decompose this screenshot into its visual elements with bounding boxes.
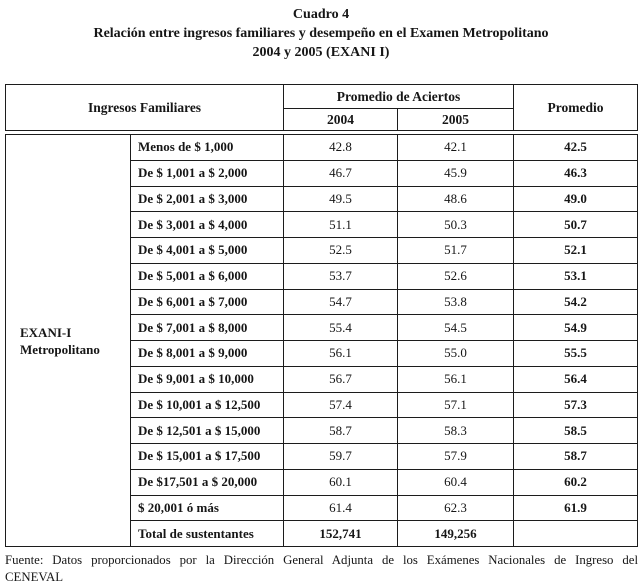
title-line-3: 2004 y 2005 (EXANI I) [252, 45, 390, 60]
cell-2005: 53.8 [397, 288, 514, 316]
table-row: De $ 4,001 a $ 5,000 52.5 51.7 52.1 [6, 237, 638, 264]
table-body: EXANI-I Metropolitano Menos de $ 1,000 4… [5, 134, 638, 547]
cell-2005: 60.4 [397, 468, 514, 496]
cell-promedio: 50.7 [513, 211, 638, 238]
cell-2004: 53.7 [283, 262, 398, 290]
row-label: De $ 6,001 a $ 7,000 [130, 288, 284, 316]
row-label: Total de sustentantes [130, 520, 284, 547]
table-row: De $17,501 a $ 20,000 60.1 60.4 60.2 [6, 468, 638, 496]
header-cell-promedio-de-aciertos: Promedio de Aciertos [282, 84, 515, 109]
table-title: Cuadro 4 Relación entre ingresos familia… [0, 5, 642, 62]
cell-2005: 52.6 [397, 262, 514, 290]
cell-2004: 152,741 [283, 520, 398, 547]
row-label: De $ 1,001 a $ 2,000 [130, 159, 284, 187]
cell-2004: 52.5 [283, 237, 398, 264]
cell-2005: 51.7 [397, 237, 514, 264]
source-note-line1: Fuente: Datos proporcionados por la Dire… [5, 553, 638, 567]
cell-promedio: 58.5 [513, 417, 638, 444]
table-row: De $ 1,001 a $ 2,000 46.7 45.9 46.3 [6, 159, 638, 187]
row-label: $ 20,001 ó más [130, 494, 284, 522]
cell-2005: 149,256 [397, 520, 514, 547]
table-row: De $ 8,001 a $ 9,000 56.1 55.0 55.5 [6, 340, 638, 367]
row-label: De $ 10,001 a $ 12,500 [130, 391, 284, 419]
cell-2005: 58.3 [397, 417, 514, 444]
cell-promedio [513, 520, 638, 547]
row-label: De $ 4,001 a $ 5,000 [130, 237, 284, 264]
cell-2004: 56.7 [283, 365, 398, 393]
cell-2004: 55.4 [283, 314, 398, 341]
cell-2005: 42.1 [397, 134, 514, 161]
header-cell-ingresos-familiares: Ingresos Familiares [5, 84, 284, 131]
cell-2004: 42.8 [283, 134, 398, 161]
row-label: De $ 8,001 a $ 9,000 [130, 340, 284, 367]
cell-2005: 55.0 [397, 340, 514, 367]
row-label: De $ 3,001 a $ 4,000 [130, 211, 284, 238]
cell-promedio: 54.2 [513, 288, 638, 316]
header-cell-2004: 2004 [283, 108, 398, 131]
header-row-2: 2004 2005 [6, 108, 638, 131]
cell-2004: 58.7 [283, 417, 398, 444]
cell-2004: 59.7 [283, 443, 398, 470]
row-label: De $ 2,001 a $ 3,000 [130, 185, 284, 213]
group-label-line2: Metropolitano [20, 341, 100, 357]
cell-2004: 60.1 [283, 468, 398, 496]
title-line-2: Relación entre ingresos familiares y des… [93, 26, 549, 41]
cell-2004: 61.4 [283, 494, 398, 522]
header-cell-promedio: Promedio [513, 84, 639, 131]
cell-2004: 46.7 [283, 159, 398, 187]
cell-promedio: 58.7 [513, 443, 638, 470]
cell-2004: 56.1 [283, 340, 398, 367]
cell-promedio: 54.9 [513, 314, 638, 341]
cell-2005: 62.3 [397, 494, 514, 522]
row-label: Menos de $ 1,000 [130, 134, 284, 161]
cell-2004: 57.4 [283, 391, 398, 419]
cell-2005: 50.3 [397, 211, 514, 238]
table-row: De $ 9,001 a $ 10,000 56.7 56.1 56.4 [6, 365, 638, 393]
cell-promedio: 42.5 [513, 134, 638, 161]
row-label: De $ 9,001 a $ 10,000 [130, 365, 284, 393]
source-note: Fuente: Datos proporcionados por la Dire… [5, 552, 638, 586]
title-line-1: Cuadro 4 [292, 7, 350, 22]
table-row: $ 20,001 ó más 61.4 62.3 61.9 [6, 494, 638, 522]
cell-promedio: 46.3 [513, 159, 638, 187]
cell-2005: 45.9 [397, 159, 514, 187]
cell-promedio: 49.0 [513, 185, 638, 213]
table-row: De $ 15,001 a $ 17,500 59.7 57.9 58.7 [6, 443, 638, 470]
cell-promedio: 56.4 [513, 365, 638, 393]
cell-2005: 56.1 [397, 365, 514, 393]
row-group-label: EXANI-I Metropolitano [5, 134, 131, 547]
cell-promedio: 55.5 [513, 340, 638, 367]
table-row: EXANI-I Metropolitano Menos de $ 1,000 4… [5, 134, 638, 547]
cell-promedio: 52.1 [513, 237, 638, 264]
cell-promedio: 53.1 [513, 262, 638, 290]
cell-2005: 54.5 [397, 314, 514, 341]
source-note-line2: CENEVAL [5, 570, 64, 584]
cell-2005: 57.1 [397, 391, 514, 419]
row-label: De $ 12,501 a $ 15,000 [130, 417, 284, 444]
cell-promedio: 57.3 [513, 391, 638, 419]
table-row: De $ 5,001 a $ 6,000 53.7 52.6 53.1 [6, 262, 638, 290]
cell-2004: 51.1 [283, 211, 398, 238]
row-label: De $17,501 a $ 20,000 [130, 468, 284, 496]
table-row-total: Total de sustentantes 152,741 149,256 [6, 520, 638, 547]
cell-promedio: 60.2 [513, 468, 638, 496]
row-label: De $ 7,001 a $ 8,000 [130, 314, 284, 341]
cell-2005: 48.6 [397, 185, 514, 213]
cell-promedio: 61.9 [513, 494, 638, 522]
table-row: De $ 2,001 a $ 3,000 49.5 48.6 49.0 [6, 185, 638, 213]
group-label-line1: EXANI-I [20, 324, 72, 340]
header-row-1: Ingresos Familiares Promedio de Aciertos… [5, 84, 639, 131]
table-header: Ingresos Familiares Promedio de Aciertos… [5, 84, 639, 131]
cell-2005: 57.9 [397, 443, 514, 470]
cell-2004: 54.7 [283, 288, 398, 316]
cell-2004: 49.5 [283, 185, 398, 213]
row-label: De $ 5,001 a $ 6,000 [130, 262, 284, 290]
row-label: De $ 15,001 a $ 17,500 [130, 443, 284, 470]
header-cell-2005: 2005 [396, 108, 515, 131]
table-row: De $ 7,001 a $ 8,000 55.4 54.5 54.9 [6, 314, 638, 341]
table-row: De $ 10,001 a $ 12,500 57.4 57.1 57.3 [6, 391, 638, 419]
